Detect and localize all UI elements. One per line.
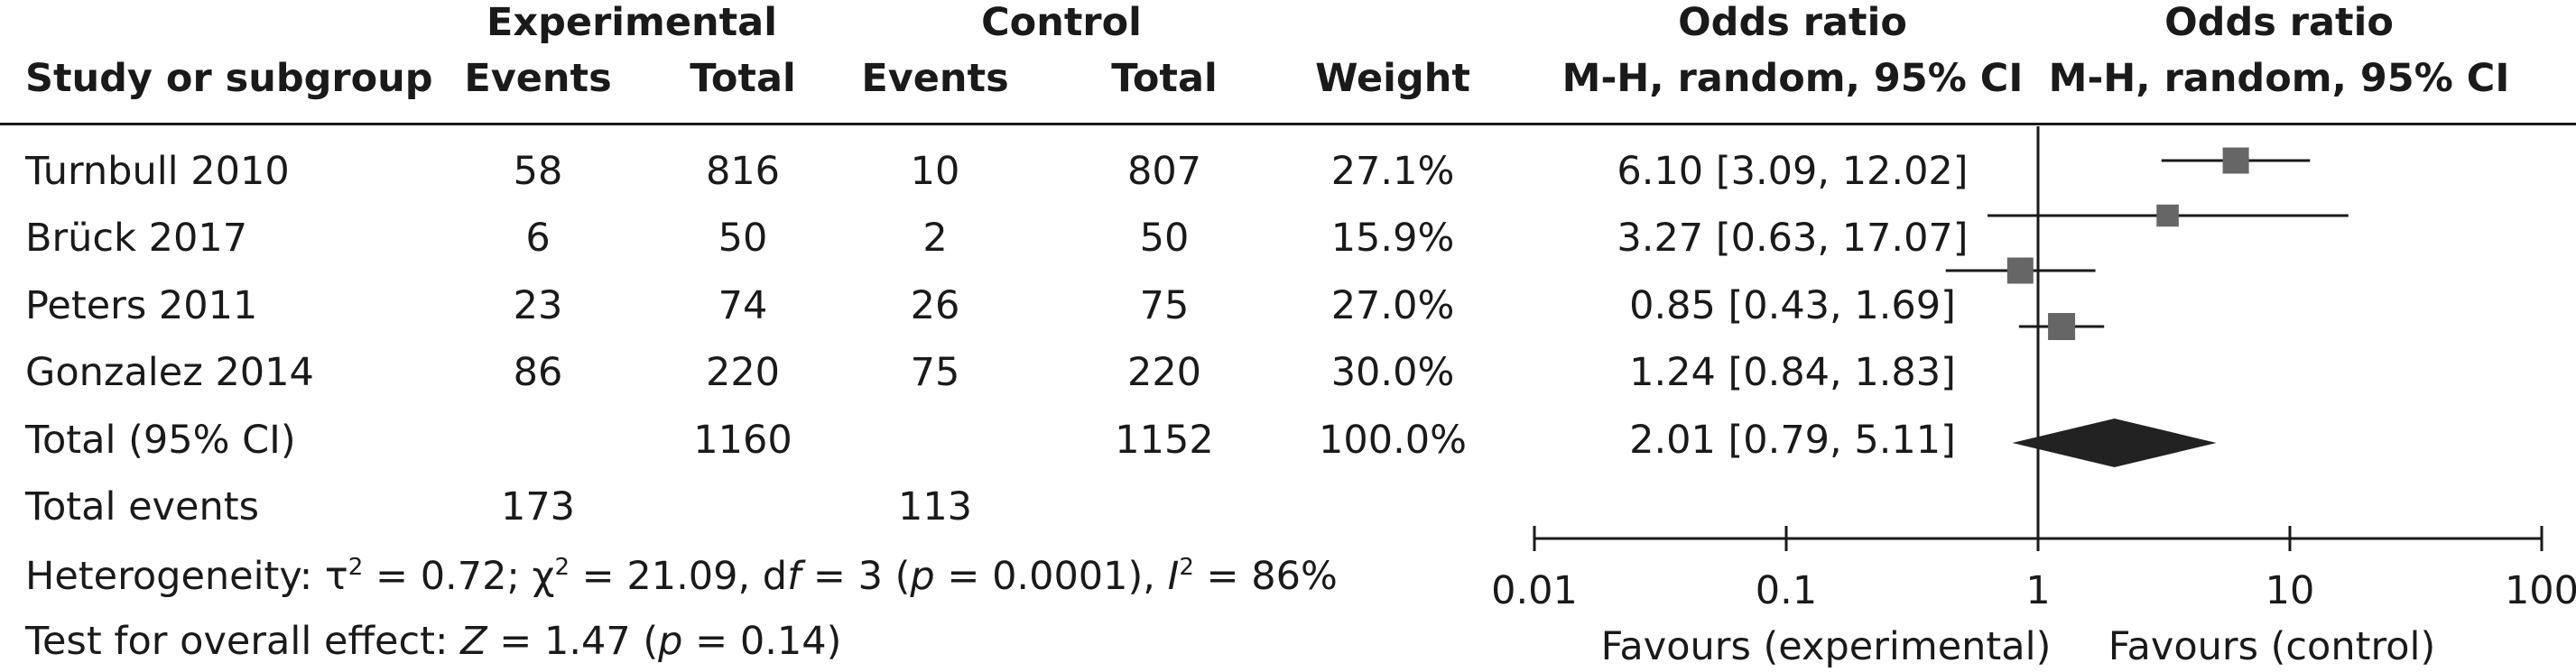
total-ctl-total: 1152 — [1115, 418, 1214, 463]
x-axis-tick-label: 100 — [2505, 568, 2576, 613]
weight: 15.9% — [1330, 216, 1455, 261]
overall-effect-text: Test for overall effect: Z = 1.47 (p = 0… — [25, 619, 842, 664]
ctl-events: 2 — [922, 216, 948, 261]
events-label: Total events — [25, 484, 259, 529]
favours-control-label: Favours (control) — [2108, 624, 2436, 669]
ctl-events: 75 — [910, 350, 960, 395]
study-marker — [2006, 257, 2034, 284]
x-axis-tick-label: 0.1 — [1756, 568, 1817, 613]
exp-total: 816 — [705, 149, 781, 194]
header-plot-method: M-H, random, 95% CI — [2048, 56, 2510, 101]
ctl-total: 50 — [1139, 216, 1190, 261]
study-name: Gonzalez 2014 — [25, 350, 314, 395]
header-study: Study or subgroup — [25, 56, 433, 101]
total-exp-total: 1160 — [693, 418, 792, 463]
total-odds-ratio-ci: 2.01 [0.79, 5.11] — [1629, 418, 1956, 463]
exp-total: 220 — [705, 350, 781, 395]
header-ctl-total: Total — [1111, 56, 1218, 101]
weight: 30.0% — [1330, 350, 1455, 395]
header-exp-total: Total — [690, 56, 796, 101]
header-divider — [0, 123, 2576, 125]
header-plot-title: Odds ratio — [2164, 0, 2394, 45]
exp-events: 6 — [525, 216, 551, 261]
heterogeneity-text: Heterogeneity: τ2 = 0.72; χ2 = 21.09, df… — [25, 554, 1338, 599]
study-marker — [2222, 147, 2249, 174]
pooled-diamond — [2012, 419, 2217, 467]
x-axis-tick-label: 1 — [2025, 568, 2050, 613]
study-name: Turnbull 2010 — [25, 149, 290, 194]
exp-events: 58 — [513, 149, 563, 194]
ctl-total: 220 — [1126, 350, 1202, 395]
ctl-total: 75 — [1139, 283, 1190, 328]
exp-events: 23 — [513, 283, 563, 328]
study-marker — [2048, 313, 2076, 340]
odds-ratio-ci: 3.27 [0.63, 17.07] — [1617, 216, 1969, 261]
study-name: Peters 2011 — [25, 283, 258, 328]
exp-total: 74 — [718, 283, 768, 328]
events-ctl: 113 — [897, 484, 973, 529]
header-weight: Weight — [1315, 56, 1470, 101]
study-marker — [2156, 204, 2179, 227]
header-group-experimental: Experimental — [486, 0, 777, 45]
ctl-events: 10 — [910, 149, 960, 194]
x-axis-tick-label: 0.01 — [1491, 568, 1578, 613]
weight: 27.1% — [1330, 149, 1455, 194]
ctl-events: 26 — [910, 283, 960, 328]
total-weight: 100.0% — [1319, 418, 1467, 463]
odds-ratio-ci: 6.10 [3.09, 12.02] — [1617, 149, 1969, 194]
header-or-method: M-H, random, 95% CI — [1561, 56, 2024, 101]
header-ctl-events: Events — [861, 56, 1009, 101]
odds-ratio-ci: 1.24 [0.84, 1.83] — [1629, 350, 1956, 395]
study-name: Brück 2017 — [25, 216, 248, 261]
events-exp: 173 — [500, 484, 576, 529]
header-exp-events: Events — [464, 56, 612, 101]
header-group-control: Control — [981, 0, 1142, 45]
header-or-title: Odds ratio — [1678, 0, 1907, 45]
favours-experimental-label: Favours (experimental) — [1601, 624, 2052, 669]
weight: 27.0% — [1330, 283, 1455, 328]
exp-total: 50 — [718, 216, 768, 261]
x-axis-tick-label: 10 — [2266, 568, 2315, 613]
total-label: Total (95% CI) — [25, 418, 296, 463]
odds-ratio-ci: 0.85 [0.43, 1.69] — [1629, 283, 1956, 328]
ctl-total: 807 — [1126, 149, 1202, 194]
exp-events: 86 — [513, 350, 563, 395]
